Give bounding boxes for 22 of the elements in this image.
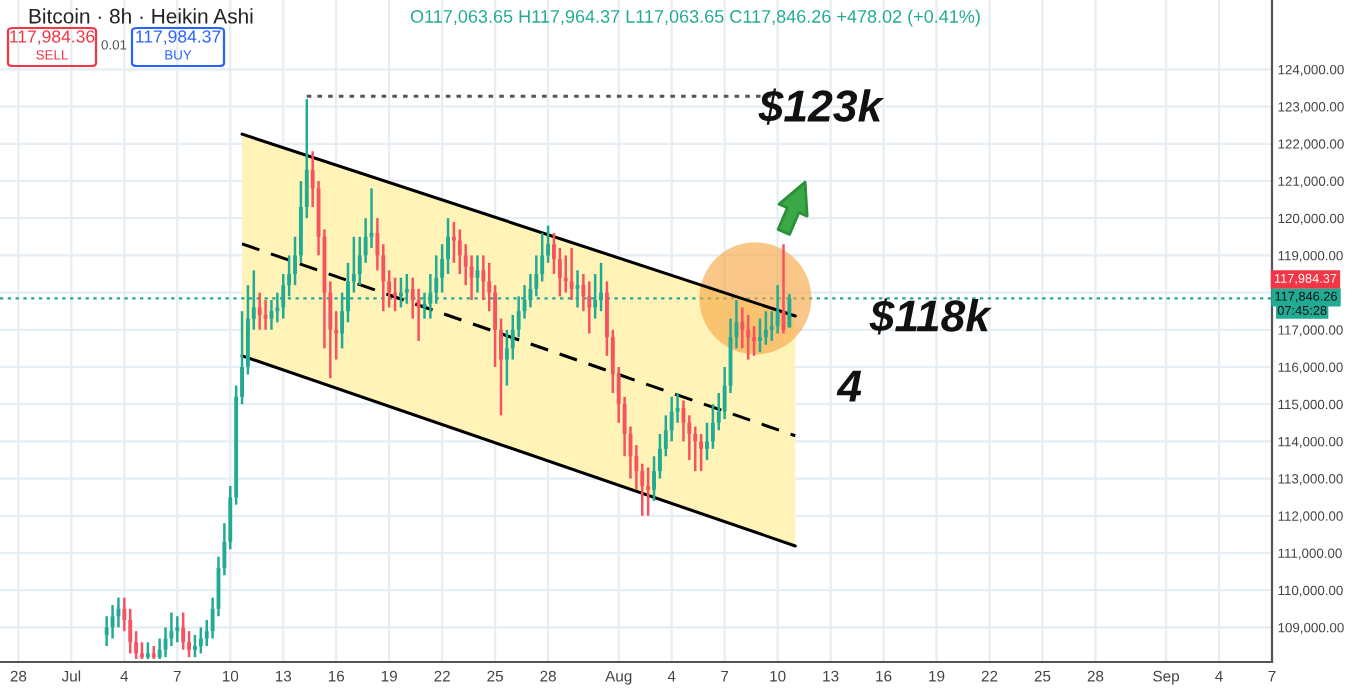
annotation: $123k xyxy=(758,88,885,125)
candlestick xyxy=(193,633,197,659)
candlestick xyxy=(746,313,751,361)
candlestick xyxy=(599,261,603,313)
annotation: 4 xyxy=(836,370,862,402)
candlestick xyxy=(646,466,651,518)
candlestick xyxy=(699,432,704,473)
candlestick xyxy=(758,317,762,354)
candlestick xyxy=(257,291,262,332)
chart-subtitle: O117,063.65 H117,964.37 L117,063.65 C117,846.26 +478.02 (+0.41%) xyxy=(410,9,980,27)
candlestick xyxy=(569,246,574,302)
chart-title: Bitcoin · 8h · Heikin Ashi xyxy=(29,8,253,24)
annotation: 117,984.36 xyxy=(10,30,95,45)
candlestick xyxy=(763,309,768,346)
annotation: 117,984.37 xyxy=(136,30,221,45)
candlestick xyxy=(198,626,203,655)
candlestick xyxy=(587,280,592,335)
candlestick xyxy=(263,298,268,332)
candlestick xyxy=(175,614,180,644)
annotation: $118k xyxy=(869,298,992,335)
candlestick xyxy=(181,611,186,651)
candlestick xyxy=(110,603,115,640)
